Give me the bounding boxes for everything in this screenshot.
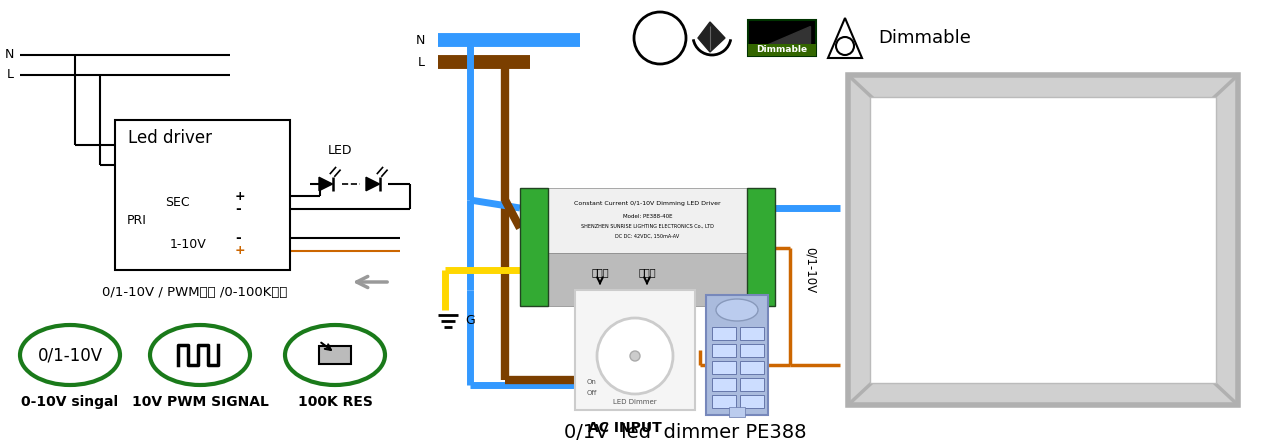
Text: 10V PWM SIGNAL: 10V PWM SIGNAL xyxy=(132,395,268,409)
Text: -: - xyxy=(235,231,241,245)
Text: 0/1V  led  dimmer PE388: 0/1V led dimmer PE388 xyxy=(564,422,806,442)
Text: G: G xyxy=(465,315,474,328)
Bar xyxy=(706,295,768,415)
Text: LED: LED xyxy=(328,143,353,156)
Bar xyxy=(747,188,776,306)
Bar xyxy=(712,395,736,408)
Bar xyxy=(729,407,745,417)
Bar xyxy=(547,188,747,253)
Text: 0/1-10V: 0/1-10V xyxy=(804,247,817,293)
Text: Dimmable: Dimmable xyxy=(878,29,970,47)
Bar xyxy=(319,346,351,364)
Bar xyxy=(712,327,736,340)
Text: Constant Current 0/1-10V Dimming LED Driver: Constant Current 0/1-10V Dimming LED Dri… xyxy=(574,202,720,207)
Text: 接收室: 接收室 xyxy=(591,267,609,277)
Text: L: L xyxy=(6,68,14,81)
Text: 100K RES: 100K RES xyxy=(297,395,373,409)
Circle shape xyxy=(597,318,673,394)
Text: Dimmable: Dimmable xyxy=(756,46,808,55)
Bar xyxy=(740,378,764,391)
Bar xyxy=(740,361,764,374)
Bar xyxy=(547,253,747,306)
Bar xyxy=(847,75,1238,405)
Ellipse shape xyxy=(717,299,758,321)
Text: Led driver: Led driver xyxy=(128,129,212,147)
Text: 0-10V singal: 0-10V singal xyxy=(22,395,118,409)
Bar xyxy=(712,378,736,391)
Text: -: - xyxy=(235,202,241,216)
Polygon shape xyxy=(319,177,332,191)
Bar xyxy=(576,290,695,410)
Bar xyxy=(712,344,736,357)
Text: PRI: PRI xyxy=(127,214,147,227)
Text: 指示灯: 指示灯 xyxy=(638,267,656,277)
Bar xyxy=(747,20,817,56)
Bar xyxy=(740,344,764,357)
Text: 1-10V: 1-10V xyxy=(171,239,206,252)
Circle shape xyxy=(836,37,854,55)
Polygon shape xyxy=(754,26,810,50)
Text: +: + xyxy=(235,245,246,257)
Text: Off: Off xyxy=(587,390,597,396)
Polygon shape xyxy=(697,22,726,52)
Text: AC INPUT: AC INPUT xyxy=(588,421,662,435)
Text: 0/1-10V / PWM信号 /0-100K电阵: 0/1-10V / PWM信号 /0-100K电阵 xyxy=(103,286,287,299)
Bar xyxy=(115,120,290,270)
Text: N: N xyxy=(415,34,426,46)
Bar xyxy=(520,188,547,306)
Text: 0/1-10V: 0/1-10V xyxy=(37,346,103,364)
Text: SHENZHEN SUNRISE LIGHTING ELECTRONICS Co., LTD: SHENZHEN SUNRISE LIGHTING ELECTRONICS Co… xyxy=(581,224,714,228)
Text: DC DC: 42VDC, 150mA-AV: DC DC: 42VDC, 150mA-AV xyxy=(615,233,679,239)
Ellipse shape xyxy=(150,325,250,385)
Bar xyxy=(712,361,736,374)
Ellipse shape xyxy=(285,325,385,385)
Text: N: N xyxy=(5,49,14,62)
Bar xyxy=(740,327,764,340)
Circle shape xyxy=(629,351,640,361)
Text: +: + xyxy=(235,190,246,202)
Bar xyxy=(740,395,764,408)
Bar xyxy=(747,44,817,56)
Text: Model: PE388-40E: Model: PE388-40E xyxy=(623,214,672,219)
Polygon shape xyxy=(828,18,862,58)
FancyArrowPatch shape xyxy=(356,276,387,287)
Circle shape xyxy=(635,12,686,64)
Bar xyxy=(870,97,1217,383)
Text: LED Dimmer: LED Dimmer xyxy=(613,399,656,405)
Ellipse shape xyxy=(21,325,121,385)
Text: SEC: SEC xyxy=(165,195,190,208)
Polygon shape xyxy=(365,177,379,191)
Text: On: On xyxy=(587,379,597,385)
Text: L: L xyxy=(418,55,426,68)
